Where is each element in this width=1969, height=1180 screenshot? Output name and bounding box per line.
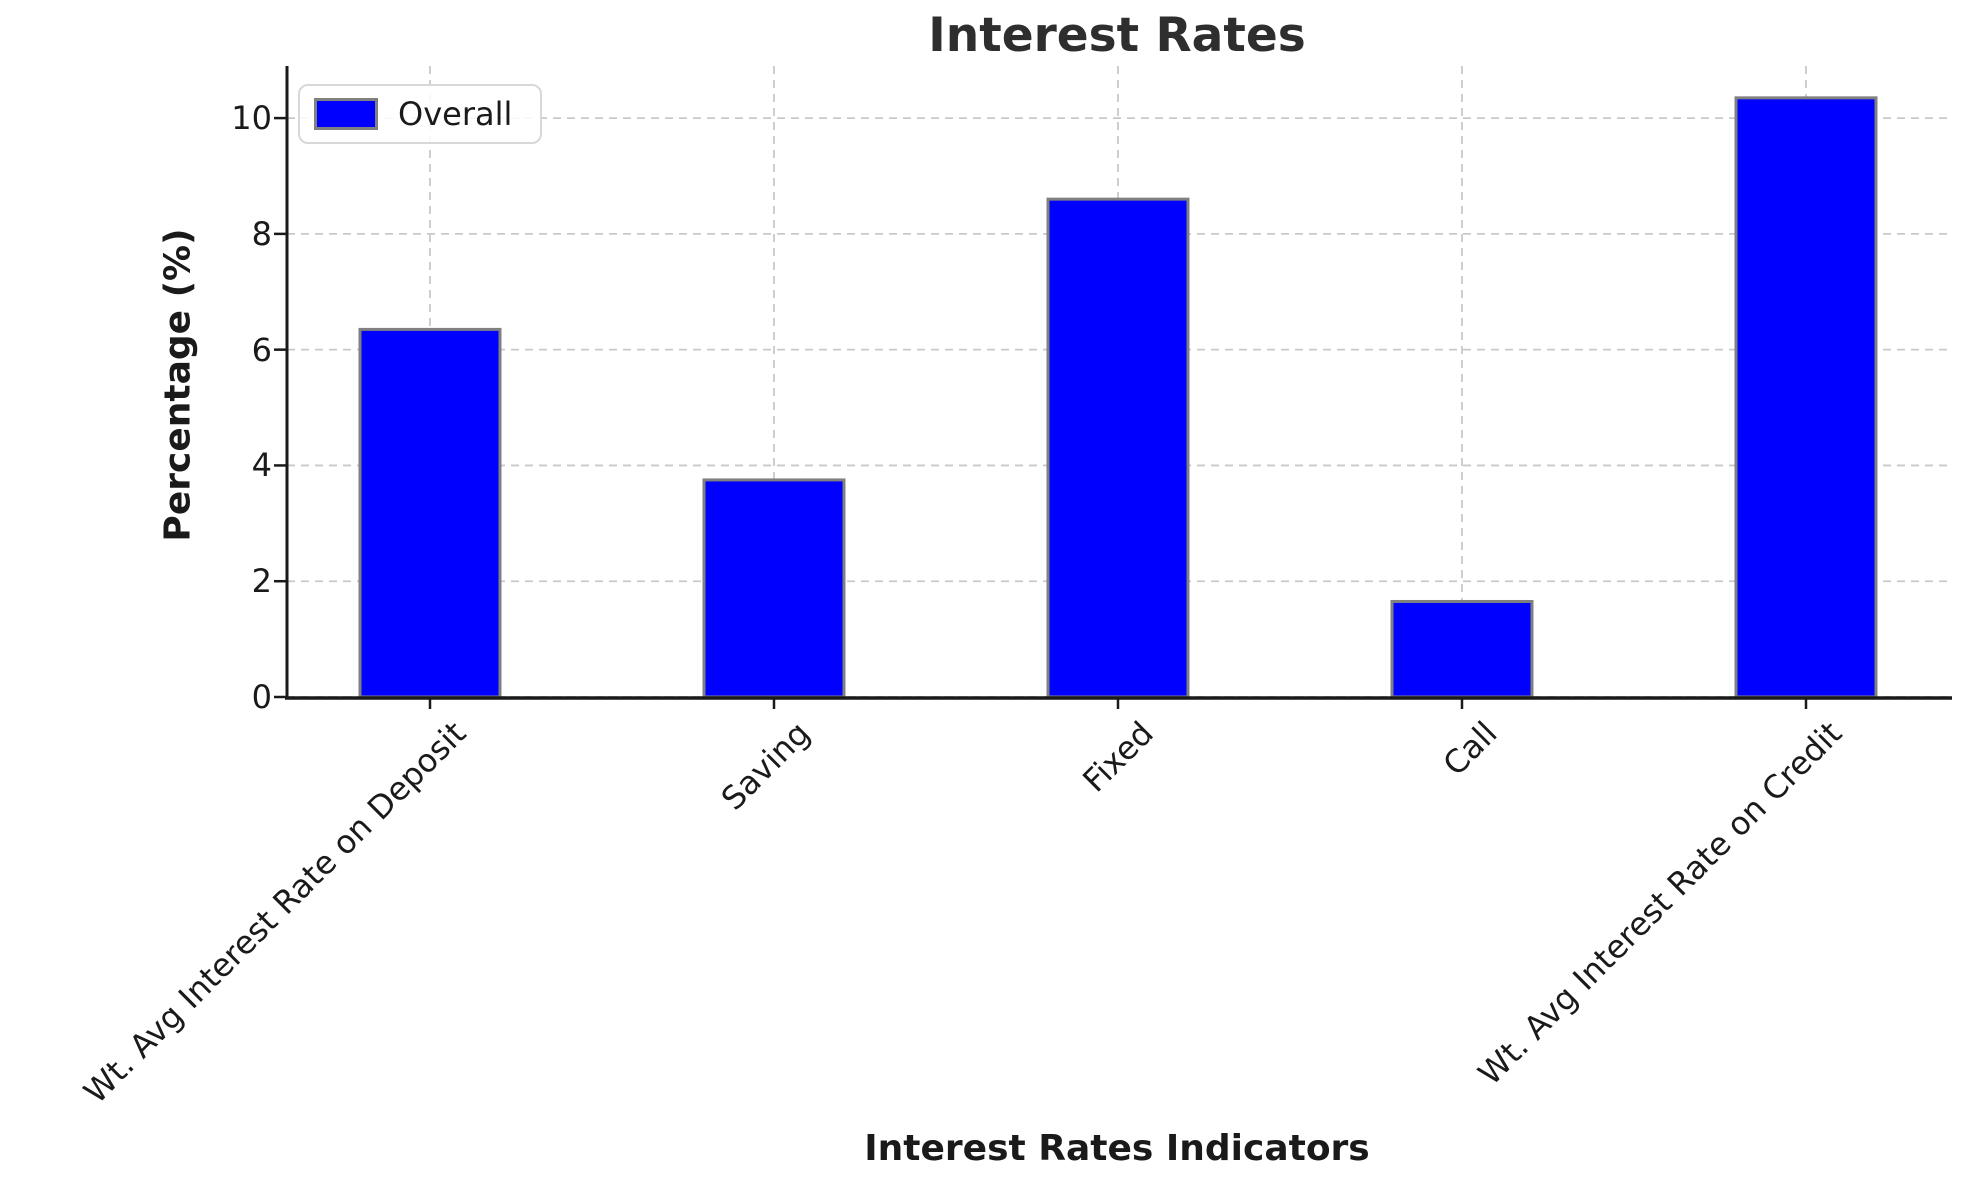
legend: Overall <box>298 84 543 144</box>
bar <box>1046 197 1190 699</box>
bar <box>702 478 846 699</box>
chart-title: Interest Rates <box>928 8 1306 63</box>
y-tick-label: 2 <box>251 562 272 601</box>
bar <box>1734 96 1878 699</box>
x-axis-label: Interest Rates Indicators <box>864 1128 1370 1169</box>
legend-label-overall: Overall <box>398 95 513 133</box>
y-tick-label: 6 <box>251 330 272 369</box>
bar <box>358 327 502 699</box>
legend-swatch-overall <box>314 98 378 130</box>
y-tick-label: 0 <box>251 678 272 716</box>
y-tick-label: 4 <box>251 446 272 485</box>
y-tick-label: 10 <box>231 99 272 138</box>
y-tick-label: 8 <box>251 214 272 253</box>
bar <box>1390 599 1534 699</box>
